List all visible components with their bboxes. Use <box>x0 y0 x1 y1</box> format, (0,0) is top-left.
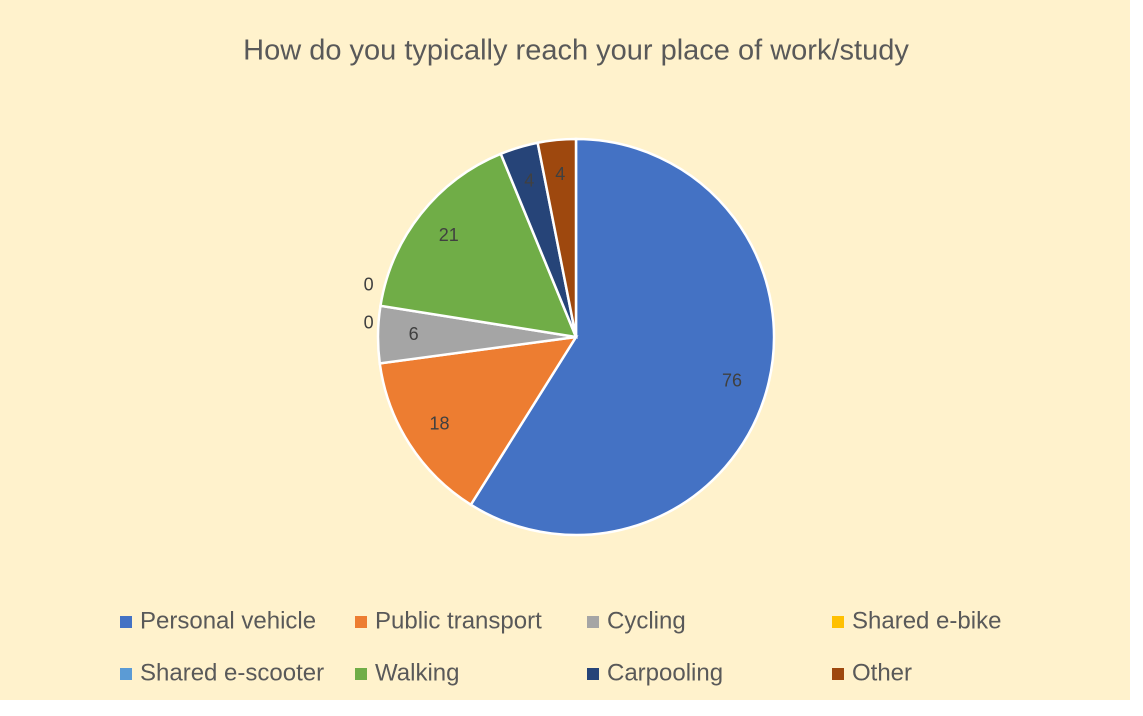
legend-label: Shared e-bike <box>852 607 1001 634</box>
data-label: 0 <box>364 313 374 333</box>
data-label: 6 <box>409 324 419 344</box>
data-label: 0 <box>364 275 374 295</box>
data-label: 76 <box>722 371 742 391</box>
data-label: 4 <box>555 164 565 184</box>
legend-label: Walking <box>375 659 459 686</box>
data-label: 4 <box>524 170 534 190</box>
legend-swatch <box>120 668 132 680</box>
data-label: 18 <box>429 414 449 434</box>
legend-label: Personal vehicle <box>140 607 316 634</box>
pie-slice <box>536 137 578 338</box>
data-label: 21 <box>439 225 459 245</box>
legend-label: Other <box>852 659 912 686</box>
legend-label: Cycling <box>607 607 686 634</box>
legend-swatch <box>832 616 844 628</box>
legend-swatch <box>832 668 844 680</box>
legend-swatch <box>587 616 599 628</box>
chart-title: How do you typically reach your place of… <box>243 35 909 67</box>
legend-label: Shared e-scooter <box>140 659 324 686</box>
legend-label: Public transport <box>375 607 542 634</box>
pie-slice <box>469 137 776 537</box>
legend-swatch <box>120 616 132 628</box>
legend-swatch <box>355 616 367 628</box>
legend-label: Carpooling <box>607 659 723 686</box>
legend-swatch <box>355 668 367 680</box>
pie-slice <box>378 335 579 507</box>
pie-slice <box>379 152 579 339</box>
legend-swatch <box>587 668 599 680</box>
